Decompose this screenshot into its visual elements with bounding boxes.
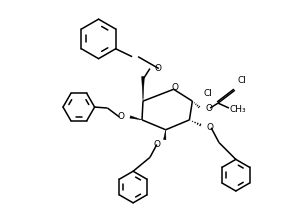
Text: O: O <box>155 64 162 73</box>
Polygon shape <box>142 76 144 101</box>
Polygon shape <box>164 130 166 140</box>
Text: O: O <box>206 123 213 132</box>
Text: O: O <box>205 103 212 113</box>
Polygon shape <box>130 116 142 120</box>
Text: CH₃: CH₃ <box>230 105 247 113</box>
Text: Cl: Cl <box>238 76 247 85</box>
Text: O: O <box>154 140 161 149</box>
Text: O: O <box>171 83 178 92</box>
Text: Cl: Cl <box>203 89 212 98</box>
Text: O: O <box>117 112 124 121</box>
